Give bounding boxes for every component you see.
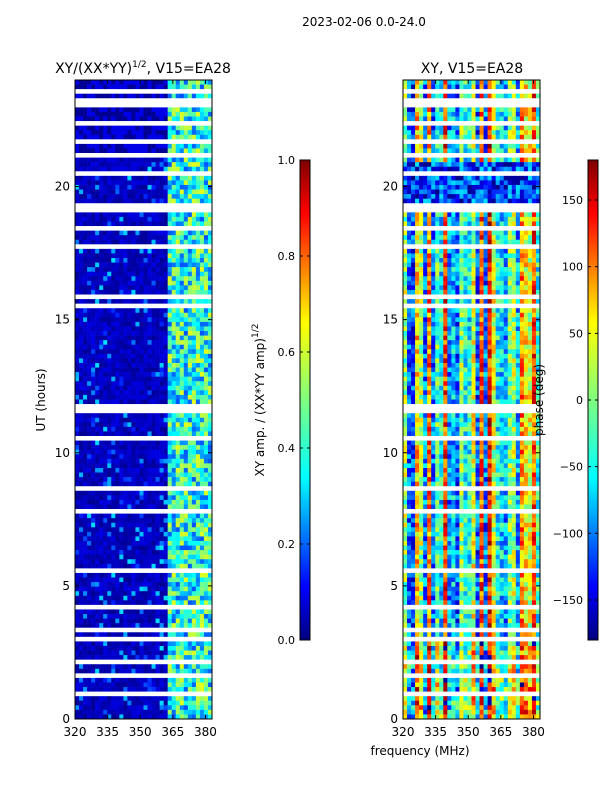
colorbar-tick-label: 150: [562, 194, 583, 207]
panel2-frame: [402, 79, 541, 720]
colorbar-tick-label: 50: [569, 327, 583, 340]
colorbar-tick-label: −150: [553, 594, 583, 607]
y-tick-label: 15: [55, 313, 70, 327]
panel1-x-axis: 320 335 350 365 380: [64, 80, 217, 739]
panel2-y-axis: 0 5 10 15 20: [383, 180, 540, 726]
panel1-heatmap: [75, 80, 213, 720]
colorbar-tick-label: −100: [553, 527, 583, 540]
figure-suptitle: 2023-02-06 0.0-24.0: [302, 15, 426, 29]
colorbar-tick-label: 1.0: [278, 154, 296, 167]
x-tick-label: 320: [64, 725, 87, 739]
colorbar-tick-label: 0.8: [278, 250, 296, 263]
colorbar-tick-label: −50: [560, 461, 583, 474]
y-tick-label: 15: [383, 313, 398, 327]
colorbar1: [299, 159, 311, 641]
panel1-frame: [74, 79, 213, 720]
panel2-x-axis: 320 335 350 365 380: [392, 80, 545, 739]
y-tick-label: 10: [55, 446, 70, 460]
x-tick-label: 335: [424, 725, 447, 739]
x-tick-label: 320: [392, 725, 415, 739]
panel2-heatmap: [403, 80, 541, 720]
colorbar2-axis: −150 −100 −50 0 50 100 150: [553, 194, 598, 607]
colorbar-tick-label: 0.2: [278, 538, 296, 551]
panel1-ylabel: UT (hours): [34, 368, 48, 431]
x-tick-label: 350: [129, 725, 152, 739]
colorbar-tick-label: 100: [562, 261, 583, 274]
panel2-title: XY, V15=EA28: [421, 61, 523, 77]
colorbar2-label: phase (deg): [532, 364, 546, 436]
y-tick-label: 10: [383, 446, 398, 460]
y-tick-label: 0: [390, 712, 398, 726]
x-tick-label: 365: [489, 725, 512, 739]
y-tick-label: 0: [62, 712, 70, 726]
figure-xlabel: frequency (MHz): [370, 744, 469, 758]
colorbar-tick-label: 0: [576, 394, 583, 407]
y-tick-label: 20: [383, 180, 398, 194]
x-tick-label: 335: [96, 725, 119, 739]
x-tick-label: 350: [457, 725, 480, 739]
colorbar-tick-label: 0.6: [278, 346, 296, 359]
panel1-y-axis: 0 5 10 15 20: [55, 180, 212, 726]
y-tick-label: 20: [55, 180, 70, 194]
x-tick-label: 380: [194, 725, 217, 739]
colorbar1-label: XY amp. / (XX*YY amp)1/2: [251, 324, 267, 477]
colorbar1-axis: 0.0 0.2 0.4 0.6 0.8 1.0: [278, 154, 310, 647]
x-tick-label: 380: [522, 725, 545, 739]
y-tick-label: 5: [62, 579, 70, 593]
colorbar-tick-label: 0.0: [278, 634, 296, 647]
x-tick-label: 365: [161, 725, 184, 739]
panel1-title: XY/(XX*YY)1/2, V15=EA28: [55, 60, 231, 77]
colorbar-tick-label: 0.4: [278, 442, 296, 455]
y-tick-label: 5: [390, 579, 398, 593]
